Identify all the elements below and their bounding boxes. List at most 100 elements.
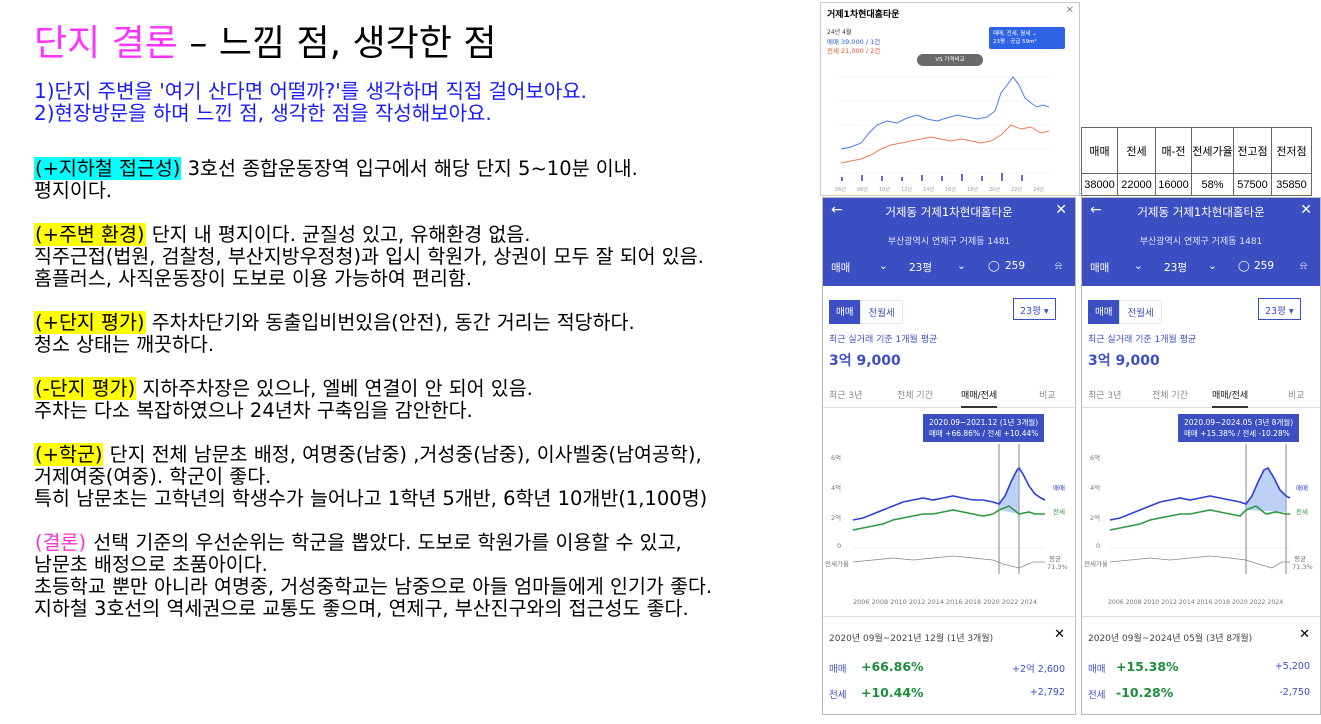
table-cell: 16000 bbox=[1155, 173, 1192, 196]
section-text: 주차는 다소 복잡하였으나 24년차 구축임을 감안한다. bbox=[34, 399, 473, 422]
complex-address: 부산광역시 연제구 거제동 1481 bbox=[1139, 237, 1263, 247]
section-text: 평지이다. bbox=[34, 179, 112, 202]
table-cell: 38000 bbox=[1081, 173, 1118, 196]
svg-text:2억: 2억 bbox=[831, 514, 841, 522]
back-arrow-icon[interactable]: ← bbox=[831, 202, 843, 218]
svg-text:18년: 18년 bbox=[967, 186, 978, 193]
table-header: 매매 bbox=[1081, 127, 1118, 174]
back-arrow-icon[interactable]: ← bbox=[1090, 202, 1102, 218]
close-icon[interactable]: ✕ bbox=[1055, 202, 1067, 218]
widget-sale-line bbox=[840, 76, 1050, 150]
table-cell: 58% bbox=[1191, 173, 1234, 196]
widget-date: 24년 4월 bbox=[827, 29, 852, 36]
deal-type-filter[interactable]: 매매, 전세, 월세 ⌄ 23평 · 공급 59m² bbox=[989, 27, 1065, 49]
y-axis-labels: 6억 4억 2억 0 전세가율 평균 71.3% 매매 전세 bbox=[1084, 454, 1313, 571]
close-icon[interactable]: ✕ bbox=[1300, 202, 1312, 218]
deal-type-dropdown[interactable]: 매매 bbox=[1090, 262, 1110, 274]
section-tag: (-단지 평가) bbox=[34, 377, 137, 400]
svg-text:매매: 매매 bbox=[1296, 484, 1308, 492]
tab-sale-jeonse[interactable]: 매매/전세 bbox=[961, 388, 998, 408]
section-text: 특히 남문초는 고학년의 학생수가 늘어나고 1학년 5개반, 6학년 10개반… bbox=[34, 487, 708, 510]
svg-text:20년: 20년 bbox=[989, 186, 1000, 193]
summary-sale-label: 매매 bbox=[1088, 664, 1106, 675]
svg-text:10년: 10년 bbox=[879, 186, 890, 193]
tab-all-period[interactable]: 전체 기간 bbox=[1152, 391, 1188, 401]
comment-icon[interactable]: ◯ bbox=[1238, 260, 1250, 272]
tab-recent-3y[interactable]: 최근 3년 bbox=[829, 391, 863, 401]
section-text: 주차차단기와 동출입비번있음(안전), 동간 거리는 적당하다. bbox=[151, 311, 635, 334]
complex-name: 거제동 거제1차현대홈타운 bbox=[885, 205, 1013, 219]
vs-compare-button[interactable]: VS 가격비교 bbox=[917, 54, 983, 66]
tab-sale-jeonse[interactable]: 매매/전세 bbox=[1212, 388, 1249, 408]
section-tag: (+주변 환경) bbox=[34, 223, 146, 246]
chart-gridlines bbox=[835, 76, 1051, 174]
section-tag: (+단지 평가) bbox=[34, 311, 146, 334]
tab-all-period[interactable]: 전체 기간 bbox=[897, 391, 933, 401]
summary-sale-amount: +5,200 bbox=[1274, 661, 1310, 672]
chevron-down-icon[interactable]: ⌄ bbox=[879, 260, 888, 272]
chevron-down-icon[interactable]: ⌄ bbox=[1134, 260, 1143, 272]
table-header: 전저점 bbox=[1271, 127, 1312, 174]
tab-compare[interactable]: 비교 bbox=[1288, 391, 1305, 401]
bell-icon[interactable]: ⍾ bbox=[1300, 260, 1307, 272]
segment-sale[interactable]: 매매 bbox=[1088, 300, 1120, 324]
average-label: 최근 실거래 기준 1개월 평균 bbox=[1088, 335, 1197, 345]
close-icon[interactable]: ✕ bbox=[1054, 627, 1065, 642]
table-header: 전세가율 bbox=[1191, 127, 1234, 174]
widget-sale-price: 매매 39,000 / 1건 bbox=[827, 38, 881, 46]
svg-text:평균: 평균 bbox=[1294, 554, 1306, 563]
summary-sale-label: 매매 bbox=[829, 664, 847, 675]
price-stats-table: 매매 전세 매-전 전세가율 전고점 전저점 38000 22000 16000… bbox=[1081, 127, 1312, 196]
sale-line bbox=[852, 466, 1046, 521]
table-header: 전세 bbox=[1117, 127, 1156, 174]
ratio-line bbox=[852, 555, 1045, 569]
page-title: 단지 결론 – 느낌 점, 생각한 점 bbox=[34, 22, 814, 66]
complex-address: 부산광역시 연제구 거제동 1481 bbox=[887, 237, 1011, 247]
table-header: 전고점 bbox=[1233, 127, 1272, 174]
chevron-down-icon[interactable]: ⌄ bbox=[1208, 260, 1217, 272]
price-chart: 6억 4억 2억 0 전세가율 평균 71.3% 매매 전세 2006 2008… bbox=[1084, 444, 1313, 606]
chevron-down-icon[interactable]: ⌄ bbox=[957, 260, 966, 272]
table-row: 38000 22000 16000 58% 57500 35850 bbox=[1081, 173, 1312, 196]
section-conclusion: (결론) 선택 기준의 우선순위는 학군을 뽑았다. 도보로 학원가를 이용할 … bbox=[34, 532, 814, 620]
section-environment: (+주변 환경) 단지 내 평지이다. 균질성 있고, 유해환경 없음. 직주근… bbox=[34, 223, 814, 290]
close-icon[interactable]: ✕ bbox=[1299, 627, 1310, 642]
size-select[interactable]: 23평 ▾ bbox=[1013, 298, 1056, 320]
table-header-row: 매매 전세 매-전 전세가율 전고점 전저점 bbox=[1081, 127, 1312, 174]
svg-text:전세가율: 전세가율 bbox=[1084, 559, 1108, 568]
intro-line: 2)현장방문을 하며 느낀 점, 생각한 점을 작성해보아요. bbox=[34, 101, 492, 125]
segment-sale[interactable]: 매매 bbox=[829, 300, 861, 324]
widget-x-ticks: 06년 08년 10년 12년 14년 16년 18년 20년 22년 24년 bbox=[835, 186, 1044, 193]
tab-compare[interactable]: 비교 bbox=[1039, 391, 1056, 401]
deal-type-dropdown[interactable]: 매매 bbox=[831, 262, 851, 274]
tooltip-period: 2020.09~2024.05 (3년 8개월) bbox=[1184, 418, 1294, 427]
section-complex-plus: (+단지 평가) 주차차단기와 동출입비번있음(안전), 동간 거리는 적당하다… bbox=[34, 311, 814, 356]
title-accent: 단지 결론 bbox=[34, 23, 178, 64]
svg-text:14년: 14년 bbox=[923, 186, 934, 193]
size-dropdown[interactable]: 23평 bbox=[909, 262, 933, 274]
widget-jeonse-line bbox=[840, 124, 1050, 164]
change-summary: 2020년 09월~2024년 05월 (3년 8개월) ✕ 매매 +15.38… bbox=[1082, 616, 1320, 714]
change-tooltip: 2020.09~2024.05 (3년 8개월) 매매 +15.38% / 전세… bbox=[1178, 414, 1300, 442]
change-highlight-area bbox=[1246, 468, 1286, 512]
svg-text:매매: 매매 bbox=[1053, 484, 1065, 492]
segment-rent[interactable]: 전월세 bbox=[860, 300, 903, 324]
bell-icon[interactable]: ⍾ bbox=[1055, 260, 1062, 272]
apartment-panel-1: ← 거제동 거제1차현대홈타운 ✕ 부산광역시 연제구 거제동 1481 매매 … bbox=[822, 197, 1076, 715]
section-school: (+학군) 단지 전체 남문초 배정, 여명중(남중) ,거성중(남중), 이사… bbox=[34, 443, 814, 510]
segment-rent[interactable]: 전월세 bbox=[1119, 300, 1162, 324]
intro-line: 1)단지 주변을 '여기 산다면 어떨까?'를 생각하며 직접 걸어보아요. bbox=[34, 79, 587, 103]
tab-recent-3y[interactable]: 최근 3년 bbox=[1088, 391, 1122, 401]
section-text: 단지 내 평지이다. 균질성 있고, 유해환경 없음. bbox=[151, 223, 531, 246]
svg-text:전세: 전세 bbox=[1053, 507, 1065, 516]
summary-jeonse-amount: -2,750 bbox=[1279, 687, 1310, 698]
section-tag: (+학군) bbox=[34, 443, 104, 466]
size-select[interactable]: 23평 ▾ bbox=[1258, 298, 1301, 320]
panel-header: ← 거제동 거제1차현대홈타운 ✕ 부산광역시 연제구 거제동 1481 매매 … bbox=[823, 198, 1075, 286]
close-icon[interactable]: ✕ bbox=[1065, 5, 1074, 16]
svg-text:6억: 6억 bbox=[831, 454, 841, 462]
comment-icon[interactable]: ◯ bbox=[988, 260, 1000, 272]
svg-text:12년: 12년 bbox=[901, 186, 912, 193]
section-tag: (결론) bbox=[35, 531, 87, 554]
size-dropdown[interactable]: 23평 bbox=[1164, 262, 1188, 274]
